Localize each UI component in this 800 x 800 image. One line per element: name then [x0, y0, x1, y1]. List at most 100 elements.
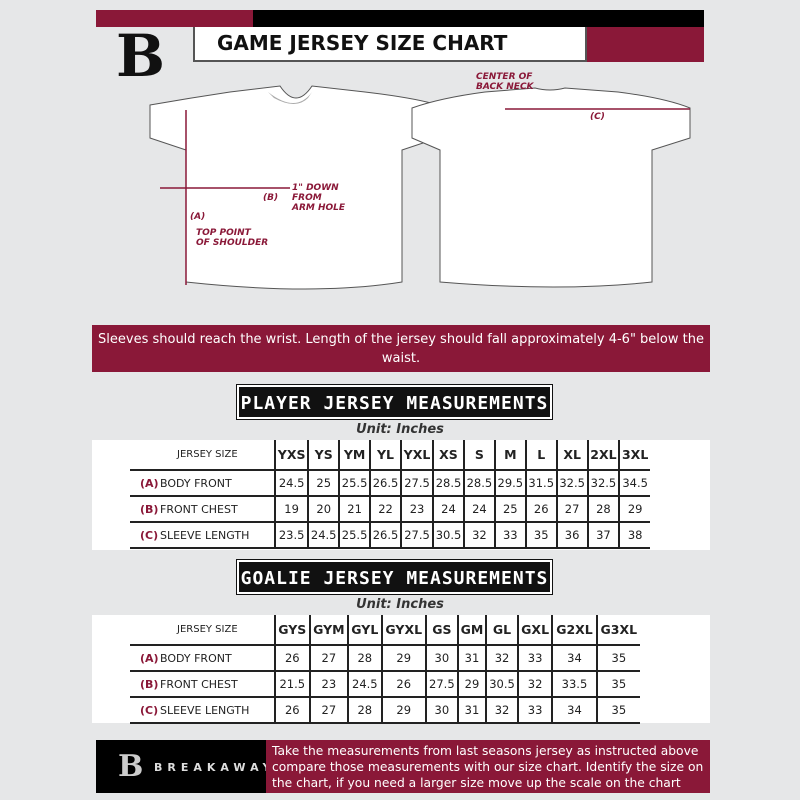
back-jersey [411, 87, 691, 288]
measurement-cell: 26 [274, 697, 310, 723]
measurement-cell: 35 [595, 671, 640, 697]
measurement-cell: 25 [493, 496, 526, 522]
size-header: GYL [347, 615, 382, 645]
footer-brand: B BREAKAWAY [96, 740, 271, 793]
measurement-cell: 26 [380, 671, 426, 697]
measurement-cell: 29.5 [493, 470, 526, 496]
row-letter: (C) [140, 703, 159, 717]
player-unit: Unit: Inches [356, 422, 444, 437]
size-header-label: JERSEY SIZE [177, 624, 238, 635]
size-header: G3XL [595, 615, 640, 645]
row-name: BODY FRONT [160, 651, 232, 665]
measurement-cell: 32 [462, 522, 495, 548]
measurement-cell: 23.5 [273, 522, 309, 548]
front-jersey [149, 85, 439, 290]
title-accent-block [587, 27, 704, 62]
measurement-cell: 35 [595, 697, 640, 723]
measurement-cell: 28 [347, 645, 382, 671]
size-header: GYS [274, 615, 310, 645]
measurement-cell: 24 [462, 496, 495, 522]
size-header: YXL [399, 440, 434, 470]
measurement-cell: 34.5 [618, 470, 650, 496]
measurement-cell: 30.5 [485, 671, 518, 697]
size-header: G2XL [551, 615, 597, 645]
brand-name: BREAKAWAY [154, 761, 276, 774]
goalie-section-title: GOALIE JERSEY MEASUREMENTS [236, 559, 553, 595]
table-row: (B) FRONT CHEST 21.5 23 24.5 26 27.5 29 30.5 32 33… [130, 671, 640, 697]
row-name: SLEEVE LENGTH [160, 528, 250, 542]
goalie-size-table: JERSEY SIZE GYS GYM GYL GYXL GS GM GL GXL G2XL G3X… [130, 615, 640, 724]
measurement-cell: 27.5 [399, 522, 434, 548]
measurement-cell: 22 [369, 496, 401, 522]
measurement-cell: 29 [380, 697, 426, 723]
footer-logo: B [118, 749, 144, 784]
size-header: 2XL [586, 440, 620, 470]
row-letter: (C) [140, 528, 159, 542]
measurement-cell: 21 [338, 496, 371, 522]
measurement-cell: 20 [307, 496, 340, 522]
row-name: SLEEVE LENGTH [160, 703, 250, 717]
measurement-cell: 27.5 [424, 671, 458, 697]
label-c: (C) [590, 112, 605, 122]
size-header: XL [555, 440, 588, 470]
measurement-cell: 31.5 [524, 470, 557, 496]
measurement-cell: 23 [308, 671, 349, 697]
measurement-cell: 29 [380, 645, 426, 671]
measurement-cell: 24.5 [307, 522, 340, 548]
measurement-cell: 25.5 [338, 522, 371, 548]
table-row: (A)BODY FRONT 24.5 25 25.5 26.5 27.5 28.5 28.5 2… [130, 470, 650, 496]
row-letter: (B) [140, 502, 159, 516]
table-row: (A)BODY FRONT 26 27 28 29 30 31 32 33 34 35 [130, 645, 640, 671]
size-header: YL [369, 440, 401, 470]
size-header: GL [485, 615, 518, 645]
size-header: M [493, 440, 526, 470]
top-black-bar [253, 10, 704, 27]
measurement-cell: 28.5 [462, 470, 495, 496]
measurement-cell: 21.5 [274, 671, 310, 697]
measurement-cell: 26.5 [369, 470, 401, 496]
armhole-note: 1" DOWN FROM ARM HOLE [292, 183, 346, 213]
jersey-diagram [149, 85, 691, 290]
measurement-cell: 32.5 [586, 470, 620, 496]
measurement-cell: 24 [432, 496, 464, 522]
measurement-cell: 29 [456, 671, 487, 697]
measurement-cell: 25.5 [338, 470, 371, 496]
row-letter: (A) [140, 651, 159, 665]
table-row: (C) SLEEVE LENGTH 23.5 24.5 25.5 26.5 27.5 30.5… [130, 522, 650, 548]
size-header: GM [456, 615, 487, 645]
goalie-unit: Unit: Inches [356, 597, 444, 612]
measurement-cell: 33.5 [551, 671, 597, 697]
measurement-cell: 32 [516, 671, 553, 697]
measurement-cell: 34 [551, 697, 597, 723]
measurement-cell: 26.5 [369, 522, 401, 548]
measurement-cell: 35 [524, 522, 557, 548]
shoulder-note: TOP POINT OF SHOULDER [196, 228, 269, 248]
measurement-cell: 34 [551, 645, 597, 671]
measurement-cell: 19 [273, 496, 309, 522]
row-name: FRONT CHEST [160, 677, 238, 691]
label-a: (A) [190, 212, 206, 222]
center-back-neck-note: CENTER OF BACK NECK [476, 72, 534, 92]
footer-instructions: Take the measurements from last seasons … [266, 740, 710, 793]
row-letter: (B) [140, 677, 159, 691]
measurement-cell: 37 [586, 522, 620, 548]
size-header: 3XL [618, 440, 650, 470]
size-header: GYM [308, 615, 349, 645]
measurement-cell: 35 [595, 645, 640, 671]
top-accent-bar [96, 10, 253, 27]
row-name: FRONT CHEST [160, 502, 238, 516]
measurement-cell: 32.5 [555, 470, 588, 496]
measurement-cell: 26 [524, 496, 557, 522]
measurement-cell: 26 [274, 645, 310, 671]
measurement-cell: 24.5 [347, 671, 382, 697]
size-header: YS [307, 440, 340, 470]
brand-logo: B [116, 22, 166, 90]
measurement-cell: 28.5 [432, 470, 464, 496]
row-letter: (A) [140, 476, 159, 490]
player-size-table: JERSEY SIZE YXS YS YM YL YXL XS S M L XL 2XL 3XL (A)B… [130, 440, 650, 549]
size-header: GXL [516, 615, 553, 645]
measurement-cell: 25 [307, 470, 340, 496]
size-header: GS [424, 615, 458, 645]
size-header: XS [432, 440, 464, 470]
size-header: S [462, 440, 495, 470]
